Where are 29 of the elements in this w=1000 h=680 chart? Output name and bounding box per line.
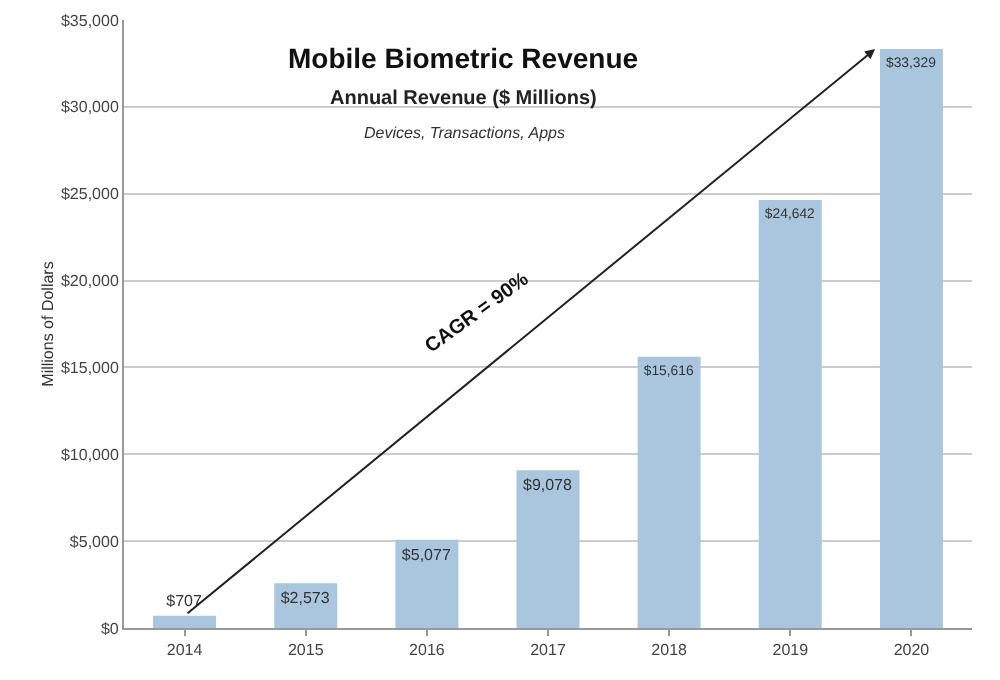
bar <box>516 470 580 628</box>
annotation: Devices, Transactions, Apps <box>364 124 565 142</box>
text: Annual Revenue ($ Millions) <box>330 88 597 110</box>
y-tick-label: $0 <box>100 619 120 638</box>
y-tick-label: $15,000 <box>60 359 120 378</box>
data-label: $2,573 <box>280 589 331 608</box>
y-tick-label: $35,000 <box>60 11 120 30</box>
text: Mobile Biometric Revenue <box>288 42 639 74</box>
data-label: $9,078 <box>522 476 574 495</box>
x-tick-label: 2019 <box>772 641 810 660</box>
y-tick-label: $5,000 <box>69 532 120 551</box>
y-tick-label: $10,000 <box>60 445 120 464</box>
x-tick-label: 2020 <box>893 641 931 660</box>
y-tick-label: $25,000 <box>60 185 120 204</box>
y-axis-title: Millions of Dollars <box>38 261 57 387</box>
bar <box>758 199 822 628</box>
x-tick-label: 2015 <box>287 641 325 660</box>
y-tick-label: $30,000 <box>60 98 120 117</box>
bar <box>637 356 701 628</box>
y-tick-label: $20,000 <box>60 272 120 291</box>
bar <box>153 615 217 628</box>
bar <box>879 49 943 628</box>
data-label: $5,077 <box>401 545 452 564</box>
x-tick-label: 2018 <box>651 641 689 660</box>
x-tick-label: 2016 <box>409 641 446 660</box>
data-label: $707 <box>166 591 203 610</box>
bar <box>395 539 459 628</box>
x-tick-label: 2017 <box>530 641 567 660</box>
x-tick-label: 2014 <box>166 641 204 660</box>
